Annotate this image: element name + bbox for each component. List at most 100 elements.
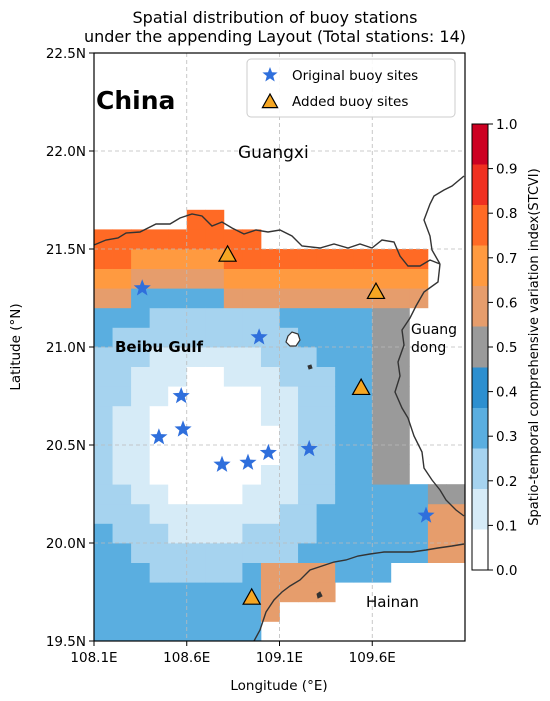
grid-cell	[186, 425, 206, 446]
legend: Original buoy sites Added buoy sites	[246, 58, 456, 118]
grid-cell	[94, 405, 113, 426]
grid-cell	[279, 523, 299, 544]
grid-cell	[390, 249, 410, 269]
grid-cell	[372, 405, 392, 426]
original-buoy-star-icon	[239, 453, 257, 470]
grid-cell	[223, 523, 243, 544]
hainan-coastline	[253, 543, 465, 641]
grid-cell	[335, 543, 355, 563]
grid-cell	[205, 582, 225, 603]
grid-cell	[316, 405, 336, 426]
grid-cell	[390, 405, 410, 426]
grid-cell	[168, 327, 188, 348]
grid-cell	[298, 523, 317, 544]
grid-cell	[112, 484, 132, 505]
colorbar-tick-label: 0.7	[496, 251, 517, 267]
grid-cell	[205, 249, 225, 269]
x-axis-ticks: 108.1E 108.6E 109.1E 109.6E	[70, 641, 396, 666]
legend-box	[246, 58, 456, 118]
grid-cell	[149, 445, 169, 465]
grid-cell	[260, 523, 280, 544]
grid-cell	[242, 464, 262, 485]
map-title-line-1: Spatial distribution of buoy stations	[132, 8, 418, 27]
grid-cell	[94, 601, 113, 622]
grid-cell	[149, 249, 169, 269]
grid-cell	[353, 523, 373, 544]
grid-cell	[149, 307, 169, 328]
grid-cell	[223, 288, 243, 309]
y-tick-label: 22.0N	[46, 144, 86, 160]
grid-cell	[131, 347, 151, 367]
grid-cell	[279, 249, 299, 269]
grid-cell	[353, 366, 373, 387]
weizhou-island	[285, 331, 301, 347]
added-buoy-triangle-icon	[217, 244, 238, 262]
grid-cell	[186, 523, 206, 544]
grid-cell	[149, 562, 169, 583]
grid-cell	[186, 484, 206, 505]
grid-cell	[353, 288, 373, 309]
grid-cell	[223, 386, 243, 407]
grid-cell	[316, 327, 336, 348]
grid-cell	[316, 582, 336, 603]
grid-cell	[316, 307, 336, 328]
leizhou-coastline	[394, 263, 465, 517]
buoy-markers	[133, 244, 435, 605]
grid-cell	[242, 425, 262, 446]
grid-cell	[168, 464, 188, 485]
grid-cell	[186, 562, 206, 583]
grid-cell	[131, 445, 151, 465]
grid-cell	[168, 503, 188, 524]
grid-cell	[353, 464, 373, 485]
coastline	[94, 175, 465, 641]
grid-cell	[372, 445, 392, 465]
grid-cell	[168, 288, 188, 309]
grid-cell	[427, 523, 447, 544]
grid-cell	[298, 327, 317, 348]
grid-cell	[298, 484, 317, 505]
grid-cell	[168, 268, 188, 289]
grid-cell	[409, 523, 429, 544]
grid-cell	[260, 582, 280, 603]
grid-cell	[298, 405, 317, 426]
grid-cell	[390, 484, 410, 505]
colorbar-tick-label: 1.0	[496, 117, 517, 133]
grid-cell	[223, 229, 243, 250]
grid-cell	[149, 464, 169, 485]
grid-cell	[372, 307, 392, 328]
grid-cell	[353, 543, 373, 563]
colorbar-tick-label: 0.3	[496, 429, 517, 445]
grid-cell	[427, 543, 447, 563]
grid-cell	[223, 268, 243, 289]
label-guangxi: Guangxi	[238, 143, 309, 163]
colorbar-tick-label: 0.1	[496, 518, 517, 534]
grid-cell	[186, 268, 206, 289]
grid-cell	[168, 601, 188, 622]
grid-cell	[149, 503, 169, 524]
grid-cell	[149, 582, 169, 603]
label-beibu-gulf: Beibu Gulf	[115, 338, 204, 356]
grid-cell	[94, 484, 113, 505]
grid-cell	[427, 484, 447, 505]
grid-cell	[316, 425, 336, 446]
grid-cell	[372, 425, 392, 446]
grid-cell	[94, 327, 113, 348]
grid-cell	[205, 543, 225, 563]
grid-cell	[390, 268, 410, 289]
grid-cell	[94, 366, 113, 387]
grid-cell	[205, 347, 225, 367]
grid-cell	[279, 405, 299, 426]
grid-cell	[205, 445, 225, 465]
grid-cell	[242, 288, 262, 309]
grid-cell	[335, 503, 355, 524]
grid-cell	[260, 464, 280, 485]
grid-cell	[335, 327, 355, 348]
grid-cell	[168, 307, 188, 328]
grid-cell	[372, 562, 392, 583]
grid-cell	[298, 366, 317, 387]
grid-cell	[446, 503, 465, 524]
grid-cell	[131, 562, 151, 583]
grid-cell	[94, 621, 113, 641]
grid-cell	[316, 503, 336, 524]
grid-cell	[112, 503, 132, 524]
